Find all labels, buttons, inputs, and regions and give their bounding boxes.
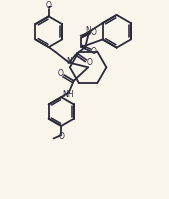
Text: O: O: [46, 1, 52, 10]
Text: O: O: [91, 28, 97, 37]
Text: O: O: [58, 132, 64, 141]
Text: O: O: [57, 69, 63, 78]
Text: N: N: [86, 26, 91, 35]
Text: O: O: [86, 58, 92, 67]
Text: O: O: [91, 47, 97, 57]
Text: N: N: [66, 57, 72, 66]
Text: NH: NH: [62, 90, 74, 99]
